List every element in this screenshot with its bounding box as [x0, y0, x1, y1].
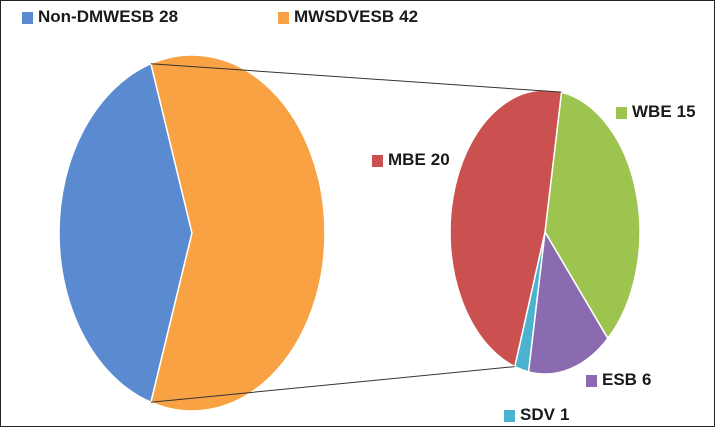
value-label: 1: [560, 405, 569, 424]
legend-swatch: [504, 410, 515, 422]
category-name: MWSDVESB: [294, 7, 394, 26]
legend-swatch: [586, 375, 597, 387]
pie-slice: [527, 229, 609, 375]
value-label: 20: [431, 150, 450, 169]
legend-swatch: [372, 155, 383, 167]
value-label: 42: [399, 7, 418, 26]
data-label: WBE 15: [632, 102, 696, 121]
data-label: ESB 6: [602, 370, 651, 389]
legend-swatch: [278, 12, 289, 24]
category-name: SDV: [520, 405, 556, 424]
pie-slice: [449, 89, 563, 368]
connector-line: [150, 63, 562, 93]
pie-slice: [58, 62, 193, 404]
category-name: ESB: [602, 370, 637, 389]
category-name: Non-DMWESB: [38, 7, 154, 26]
legend-swatch: [616, 107, 627, 119]
pie-slice: [150, 54, 326, 412]
value-label: 28: [159, 7, 178, 26]
data-label: MWSDVESB 42: [294, 7, 418, 26]
category-name: WBE: [632, 102, 672, 121]
legend-swatch: [22, 12, 33, 24]
pie-slice: [544, 91, 641, 340]
value-label: 6: [642, 370, 651, 389]
connector-line: [150, 366, 515, 403]
data-label: Non-DMWESB 28: [38, 7, 178, 26]
category-name: MBE: [388, 150, 426, 169]
value-label: 15: [677, 102, 696, 121]
data-label: SDV 1: [520, 405, 569, 424]
data-label: MBE 20: [388, 150, 450, 169]
